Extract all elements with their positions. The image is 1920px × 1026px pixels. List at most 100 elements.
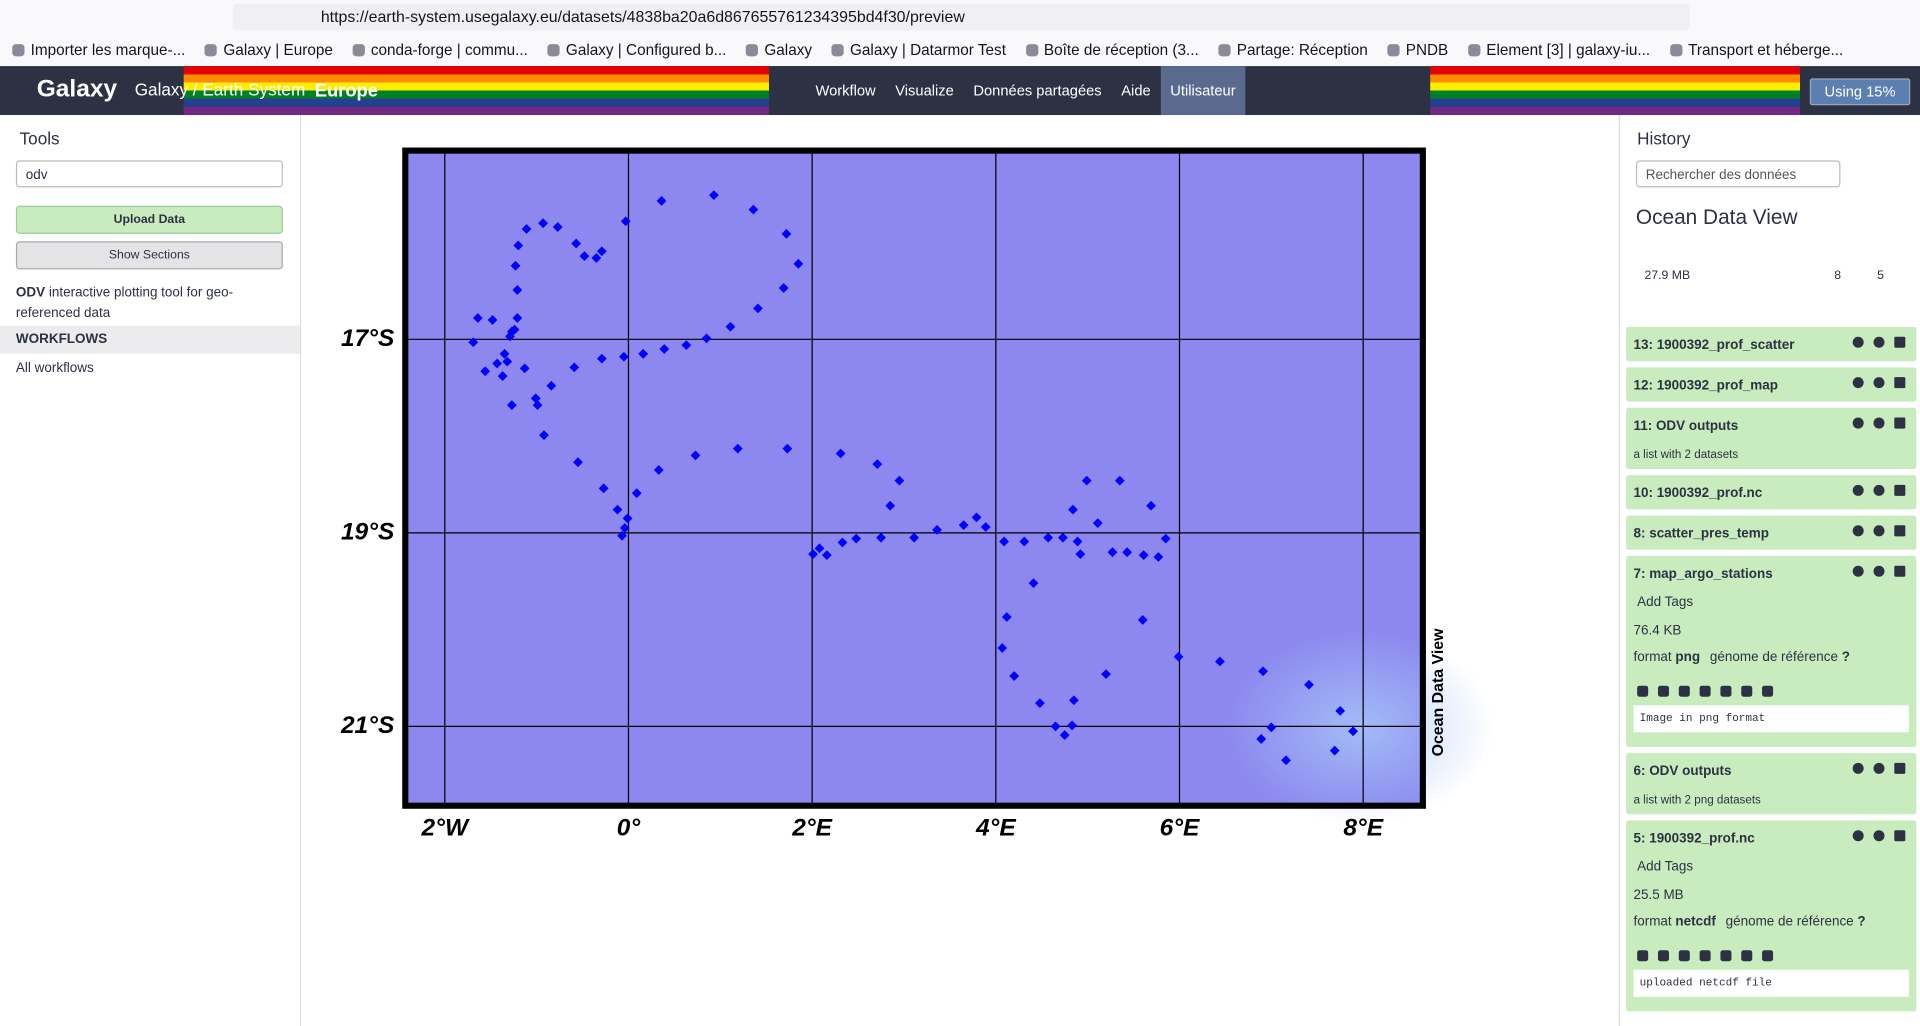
delete-icon[interactable]: [1894, 762, 1906, 774]
all-workflows-link[interactable]: All workflows: [15, 361, 94, 376]
dataset-action[interactable]: [1637, 950, 1649, 962]
bookmark[interactable]: Boîte de réception (3...: [1026, 36, 1199, 67]
nav-item[interactable]: Workflow: [815, 82, 876, 100]
url-bar[interactable]: https://earth-system.usegalaxy.eu/datase…: [232, 3, 1690, 31]
bookmark[interactable]: Importer les marque-...: [12, 36, 186, 67]
show-sections-button[interactable]: Show Sections: [15, 241, 283, 270]
bookmark[interactable]: Transport et héberge...: [1670, 36, 1843, 67]
delete-icon[interactable]: [1894, 830, 1906, 842]
bookmark[interactable]: PNDB: [1387, 36, 1449, 67]
delete-icon[interactable]: [1894, 565, 1906, 577]
station-point: [701, 333, 712, 344]
bookmark[interactable]: Galaxy | Datarmor Test: [832, 36, 1006, 67]
info-icon[interactable]: [1852, 417, 1864, 429]
bookmark[interactable]: Element [3] | galaxy-iu...: [1468, 36, 1650, 67]
dataset-action[interactable]: [1637, 685, 1649, 697]
dataset-action[interactable]: [1699, 950, 1711, 962]
center-panel: 2°W 0° 2°E 4°E 6°E 8°E 17°S 19°S 21°S Ocean Data …: [301, 115, 1619, 1026]
history-search[interactable]: Rechercher des données: [1635, 160, 1841, 188]
station-point: [732, 443, 743, 454]
view-icon[interactable]: [1852, 484, 1864, 496]
history-item[interactable]: 7: map_argo_stations Add Tags 76.4 KB forma…: [1626, 555, 1917, 747]
bookmark[interactable]: Galaxy: [746, 36, 812, 67]
station-point: [573, 457, 583, 468]
tool-search[interactable]: odv: [15, 160, 283, 188]
history-name[interactable]: Ocean Data View: [1635, 205, 1798, 229]
station-point: [502, 356, 513, 367]
add-tags[interactable]: Add Tags: [1637, 859, 1694, 875]
info-icon[interactable]: [1852, 762, 1864, 774]
view-icon[interactable]: [1852, 830, 1864, 842]
nav-item[interactable]: Données partagées: [973, 82, 1102, 100]
history-item[interactable]: 11: ODV outputs a list with 2 datasets: [1626, 407, 1917, 469]
nav-item[interactable]: Utilisateur: [1160, 66, 1246, 116]
edit-icon[interactable]: [1873, 484, 1885, 496]
station-point: [971, 512, 982, 523]
panel-title: Tools: [19, 128, 60, 149]
dataset-action[interactable]: [1678, 950, 1690, 962]
history-item[interactable]: 8: scatter_pres_temp: [1626, 515, 1917, 550]
add-tags[interactable]: Add Tags: [1637, 595, 1694, 610]
history-item[interactable]: 6: ODV outputs a list with 2 png datasets: [1626, 753, 1917, 815]
item-subtitle: a list with 2 png datasets: [1633, 793, 1761, 807]
ocean-texture: [1224, 629, 1494, 826]
view-icon[interactable]: [1852, 565, 1864, 577]
brand[interactable]: Galaxy: [36, 75, 118, 103]
bookmark[interactable]: Galaxy | Configured b...: [548, 36, 727, 67]
delete-icon[interactable]: [1894, 484, 1906, 496]
dataset-action[interactable]: [1657, 685, 1669, 697]
bookmark[interactable]: conda-forge | commu...: [352, 36, 528, 67]
dataset-action[interactable]: [1720, 950, 1732, 962]
history-item[interactable]: 10: 1900392_prof.nc: [1626, 475, 1917, 510]
x-tick-label: 8°E: [1343, 814, 1383, 841]
dataset-action[interactable]: [1762, 685, 1774, 697]
edit-icon[interactable]: [1873, 762, 1885, 774]
dataset-action[interactable]: [1741, 685, 1753, 697]
history-item[interactable]: 5: 1900392_prof.nc Add Tags 25.5 MB format …: [1626, 820, 1917, 1012]
history-item[interactable]: 13: 1900392_prof_scatter: [1626, 326, 1917, 362]
nav-item[interactable]: Aide: [1121, 82, 1151, 100]
station-point: [1072, 536, 1083, 547]
tool-result[interactable]: ODV interactive plotting tool for geo-re…: [16, 283, 273, 325]
deleted-count[interactable]: 5: [1877, 269, 1884, 283]
edit-icon[interactable]: [1873, 377, 1885, 389]
shown-count[interactable]: 8: [1834, 269, 1842, 283]
edit-icon[interactable]: [1873, 525, 1885, 537]
delete-icon[interactable]: [1894, 336, 1906, 348]
edit-icon[interactable]: [1873, 565, 1885, 577]
station-point: [909, 532, 919, 543]
dataset-action[interactable]: [1678, 685, 1690, 697]
delete-icon[interactable]: [1894, 417, 1906, 429]
edit-icon[interactable]: [1873, 830, 1885, 842]
station-point: [725, 321, 736, 332]
tool-name: ODV: [15, 285, 46, 301]
delete-icon[interactable]: [1894, 525, 1906, 537]
dataset-action[interactable]: [1762, 950, 1774, 962]
edit-icon[interactable]: [1873, 417, 1885, 429]
x-tick-label: 0°: [617, 814, 641, 841]
usage-meter[interactable]: Using 15%: [1809, 78, 1911, 106]
view-icon[interactable]: [1852, 525, 1864, 537]
x-tick-label: 2°E: [791, 814, 832, 841]
bookmark[interactable]: Partage: Réception: [1218, 36, 1368, 67]
view-icon[interactable]: [1852, 377, 1864, 389]
view-icon[interactable]: [1852, 336, 1864, 348]
dataset-action[interactable]: [1720, 685, 1732, 697]
dataset-action[interactable]: [1699, 685, 1711, 697]
search-text: odv: [25, 167, 48, 183]
bookmark[interactable]: Galaxy | Europe: [205, 36, 332, 67]
nav-item[interactable]: Visualize: [895, 82, 954, 100]
dataset-action[interactable]: [1741, 950, 1753, 962]
workflows-heading: WORKFLOWS: [0, 325, 301, 354]
delete-icon[interactable]: [1894, 377, 1906, 389]
x-tick-label: 6°E: [1160, 814, 1200, 841]
home-icon[interactable]: [769, 66, 806, 115]
upload-button[interactable]: Upload Data: [15, 205, 283, 234]
history-item[interactable]: 12: 1900392_prof_map: [1626, 367, 1917, 402]
edit-icon[interactable]: [1873, 336, 1885, 348]
rainbow-band: [183, 66, 769, 116]
dataset-action[interactable]: [1657, 950, 1669, 962]
dataset-size: 76.4 KB: [1633, 623, 1682, 638]
